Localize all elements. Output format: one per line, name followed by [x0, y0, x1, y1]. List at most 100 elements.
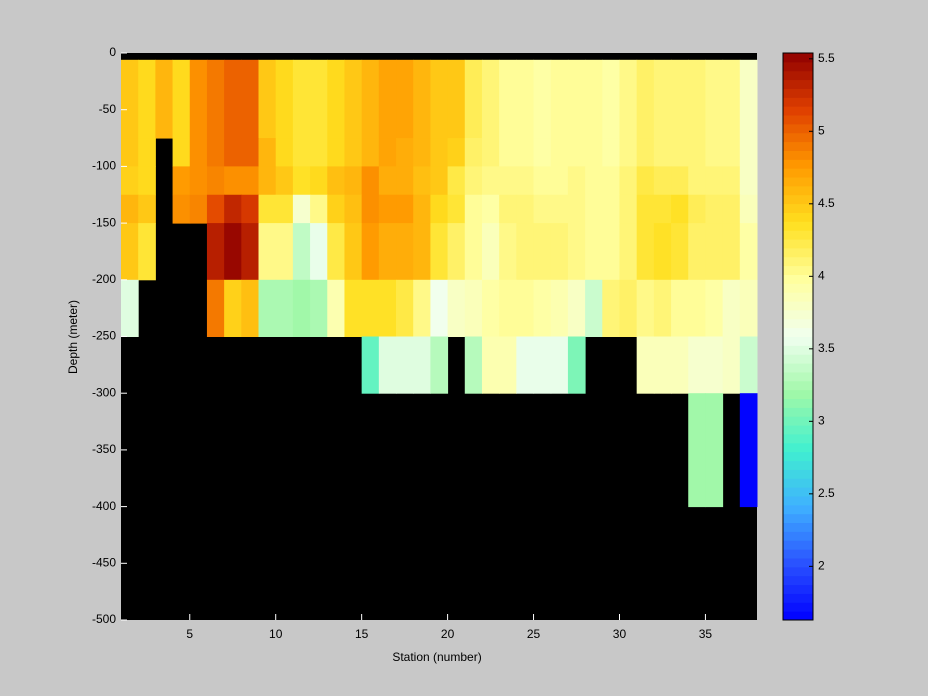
- colorbar-band: [783, 425, 813, 435]
- heat-cell: [138, 138, 156, 167]
- heat-cell: [516, 194, 535, 224]
- heat-cell: [688, 223, 706, 281]
- colorbar-band: [783, 256, 813, 267]
- heat-cell: [671, 223, 689, 281]
- heat-cell: [172, 194, 191, 224]
- heat-cell: [378, 138, 397, 167]
- colorbar-band: [783, 557, 813, 568]
- heat-cell: [361, 59, 380, 139]
- heat-cell: [310, 166, 328, 196]
- colorbar-band: [783, 513, 813, 524]
- heat-cell: [396, 194, 414, 224]
- heat-cell: [447, 194, 466, 224]
- heat-cell: [396, 223, 414, 281]
- heat-cell: [499, 223, 517, 281]
- heat-cell: [499, 166, 517, 196]
- heat-cell: [258, 194, 277, 224]
- heat-cell: [705, 166, 724, 196]
- heat-cell: [705, 138, 724, 167]
- heat-cell: [224, 223, 242, 281]
- colorbar-band: [783, 194, 813, 205]
- heat-cell: [671, 166, 689, 196]
- colorbar-band: [783, 230, 813, 240]
- heat-cell: [310, 59, 328, 139]
- y-tick-label: -100: [92, 159, 116, 173]
- heat-cell: [241, 166, 260, 196]
- heat-cell: [653, 223, 672, 281]
- heat-cell: [550, 279, 569, 337]
- heat-cell: [550, 138, 569, 167]
- x-axis-label: Station (number): [392, 650, 481, 664]
- heat-cell: [327, 138, 345, 167]
- heat-cell: [464, 336, 483, 394]
- heat-cell: [275, 138, 294, 167]
- colorbar-tick-label: 4.5: [818, 196, 835, 210]
- heat-cell: [378, 279, 397, 337]
- colorbar-band: [783, 309, 813, 320]
- heat-cell: [292, 166, 311, 196]
- heat-cell: [567, 336, 586, 394]
- heat-cell: [413, 336, 431, 394]
- x-tick-label: 35: [699, 627, 713, 641]
- heat-cell: [705, 279, 724, 337]
- heat-cell: [636, 166, 655, 196]
- heat-cell: [550, 336, 569, 394]
- colorbar-band: [783, 336, 813, 346]
- heat-cell: [499, 279, 517, 337]
- heat-cell: [413, 166, 431, 196]
- heat-cell: [533, 166, 552, 196]
- heat-cell: [636, 194, 655, 224]
- heat-cell: [481, 138, 500, 167]
- heat-cell: [619, 279, 638, 337]
- heat-cell: [602, 194, 620, 224]
- colorbar-band: [783, 451, 813, 462]
- heat-cell: [361, 336, 380, 394]
- heat-cell: [636, 138, 655, 167]
- colorbar-band: [783, 132, 813, 143]
- heat-cell: [396, 336, 414, 394]
- colorbar-band: [783, 371, 813, 382]
- heat-cell: [258, 223, 277, 281]
- heat-cell: [481, 166, 500, 196]
- heat-cell: [121, 138, 139, 167]
- heat-cell: [224, 59, 242, 139]
- heat-cell: [481, 59, 500, 139]
- heat-cell: [430, 336, 449, 394]
- colorbar-band: [783, 203, 813, 213]
- colorbar-band: [783, 159, 813, 169]
- heat-cell: [327, 194, 345, 224]
- y-tick-label: -350: [92, 442, 116, 456]
- heat-cell: [344, 194, 363, 224]
- heat-cell: [224, 279, 242, 337]
- heat-cell: [447, 223, 466, 281]
- heat-cell: [567, 59, 586, 139]
- heat-cell: [121, 279, 139, 337]
- heat-cell: [688, 166, 706, 196]
- heat-cell: [705, 336, 724, 394]
- heat-cell: [533, 138, 552, 167]
- heat-cell: [688, 336, 706, 394]
- heat-cell: [619, 223, 638, 281]
- colorbar-band: [783, 442, 813, 453]
- heat-cell: [705, 223, 724, 281]
- colorbar-band: [783, 566, 813, 577]
- heat-cell: [722, 336, 741, 394]
- heat-cell: [327, 279, 345, 337]
- colorbar-band: [783, 354, 813, 364]
- colorbar-tick-label: 5.5: [818, 51, 835, 65]
- heat-cell: [481, 279, 500, 337]
- heat-cell: [206, 166, 225, 196]
- heat-cell: [516, 59, 535, 139]
- heat-cell: [241, 194, 260, 224]
- y-tick-label: -50: [99, 102, 117, 116]
- heat-cell: [361, 166, 380, 196]
- heat-cell: [310, 194, 328, 224]
- heat-cell: [567, 194, 586, 224]
- heat-cell: [327, 59, 345, 139]
- heat-cell: [430, 138, 449, 167]
- heat-cell: [121, 194, 139, 224]
- colorbar-band: [783, 460, 813, 470]
- colorbar-tick-label: 3.5: [818, 341, 835, 355]
- colorbar-band: [783, 185, 813, 196]
